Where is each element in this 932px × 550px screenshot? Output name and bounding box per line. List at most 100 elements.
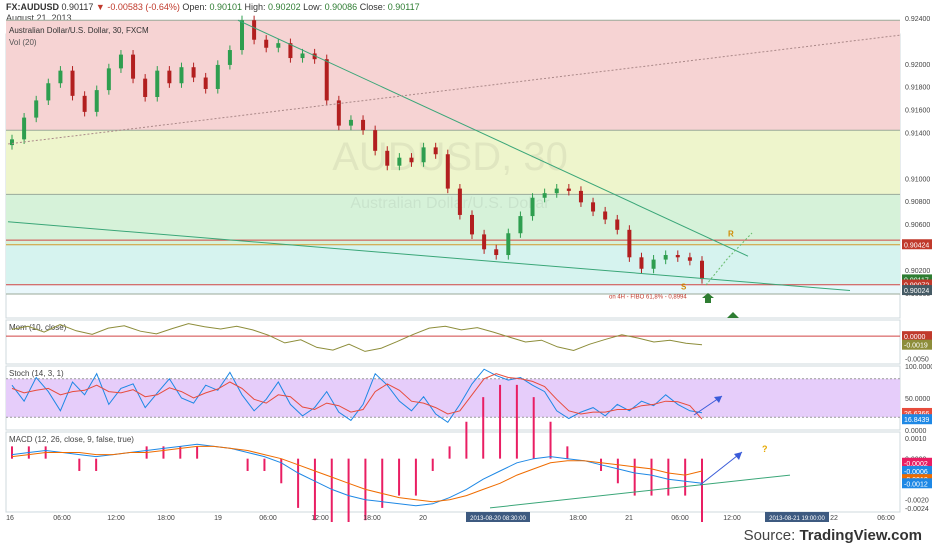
y-tick-label: 0.91000: [905, 176, 930, 183]
candle-body: [494, 249, 499, 256]
candle-body: [82, 95, 87, 112]
candle-body: [482, 234, 487, 250]
last-price: 0.90117: [61, 2, 94, 12]
candle-body: [506, 233, 511, 256]
tradingview-brand[interactable]: TradingView.com: [799, 527, 922, 544]
candle-body: [348, 119, 353, 126]
candle-body: [276, 43, 281, 48]
y-tick-label: 0.92000: [905, 62, 930, 69]
low-value: 0.90086: [324, 2, 358, 12]
trend-line-upper: [237, 19, 749, 257]
candle-body: [300, 53, 305, 59]
candle-body: [554, 188, 559, 194]
close-value: 0.90117: [387, 2, 420, 12]
price-tag-label: 0.90424: [904, 242, 929, 249]
x-tick-label: 18:00: [569, 515, 587, 522]
candle-body: [22, 117, 27, 140]
stoch-tick: 0.0000: [905, 428, 927, 435]
candle-body: [373, 130, 378, 151]
candle-body: [58, 70, 63, 84]
candle-body: [603, 211, 608, 220]
candle-body: [155, 70, 160, 97]
forecast-path: [705, 232, 753, 286]
macd-trend-line: [489, 474, 791, 509]
candle-body: [627, 229, 632, 258]
candle-body: [336, 100, 341, 126]
support-label: S: [681, 282, 687, 291]
open-label: Open:: [182, 2, 207, 12]
watermark-text: AUDUSD, 30: [332, 135, 568, 179]
candle-body: [215, 64, 220, 89]
candle-body: [470, 214, 474, 235]
fib-zone-1: [6, 130, 900, 195]
x-tick-label: 22: [830, 515, 838, 522]
candle-body: [663, 255, 668, 260]
macd-arrow: [699, 451, 743, 486]
source-credit: Source: TradingView.com: [744, 527, 922, 544]
candle-body: [433, 147, 438, 155]
up-arrow-icon: [727, 312, 739, 318]
y-tick-label: 0.90200: [905, 268, 930, 275]
x-tick-label: 06:00: [877, 515, 895, 522]
x-tick-label: 18:00: [363, 515, 381, 522]
candle-body: [675, 255, 680, 258]
y-tick-label: 0.90600: [905, 222, 930, 229]
macd-tick: -0.0002: [904, 461, 928, 468]
stoch-line-1: [11, 373, 703, 420]
macd-tick: -0.0006: [904, 469, 928, 476]
momentum-tick: 0.0000: [904, 334, 926, 341]
y-tick-label: 0.91800: [905, 85, 930, 92]
pane-border-1: [5, 319, 901, 365]
candle-body: [94, 90, 99, 112]
x-tick-highlight: [466, 512, 530, 522]
candle-body: [34, 100, 39, 118]
price-tag-box: [902, 339, 932, 350]
candle-body: [70, 70, 75, 96]
x-tick-label: 12:00: [311, 515, 329, 522]
y-tick-label: 0.92400: [905, 16, 930, 23]
macd-tick: 0.0010: [905, 436, 927, 443]
x-tick-label: 12:00: [723, 515, 741, 522]
watermark-subtitle: Australian Dollar/U.S. Dollar: [350, 195, 550, 212]
high-label: High:: [244, 2, 266, 12]
chart-title: Australian Dollar/U.S. Dollar, 30, FXCM: [9, 26, 149, 35]
macd-signal-line: [11, 445, 703, 503]
candle-body: [10, 139, 14, 146]
price-change: -0.00583 (-0.64%): [107, 2, 180, 12]
y-tick-label: 0.91600: [905, 108, 930, 115]
resistance-label: R: [728, 230, 734, 239]
stoch-tick: 16.8439: [904, 417, 929, 424]
trend-line-lower: [7, 221, 851, 292]
fib-zone-2: [6, 194, 900, 245]
price-tag-box: [902, 279, 932, 290]
candle-body: [191, 67, 196, 78]
candle-body: [421, 147, 426, 163]
price-tag-label: 0.90024: [904, 288, 929, 295]
candle-body: [167, 70, 172, 84]
candle-body: [457, 188, 462, 215]
x-tick-label: 20: [419, 515, 427, 522]
up-arrow-icon: [702, 293, 714, 303]
price-tag-box: [902, 239, 932, 250]
price-tag-box: [902, 414, 932, 425]
candle-body: [179, 67, 184, 84]
momentum-tick: -0.0050: [905, 357, 929, 364]
chart-area[interactable]: AUDUSD, 30 Australian Dollar/U.S. Dollar A…: [0, 0, 932, 522]
candle-body: [615, 219, 620, 230]
candle-body: [397, 157, 402, 166]
macd-line: [11, 443, 703, 507]
fib-zone-0: [6, 20, 900, 131]
x-tick-highlight: [765, 512, 829, 522]
volume-label: Vol (20): [9, 38, 37, 47]
fibo-annotation: on 4H - FIBO 61,8% - 0,8994: [609, 295, 687, 301]
x-tick-label: 21: [625, 515, 633, 522]
candle-body: [131, 54, 136, 79]
candle-body: [288, 43, 293, 59]
candle-body: [639, 257, 644, 269]
x-tick-label: 06:00: [259, 515, 277, 522]
momentum-line: [11, 323, 703, 352]
candle-body: [385, 150, 390, 166]
symbol-label: FX:AUDUSD: [6, 2, 59, 12]
candle-body: [591, 202, 596, 212]
close-label: Close:: [359, 2, 386, 12]
